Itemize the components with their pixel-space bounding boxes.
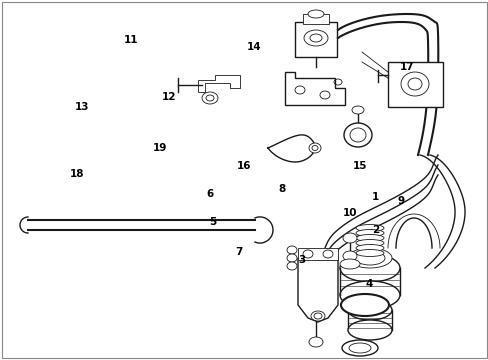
Bar [387, 62, 442, 107]
Ellipse shape [307, 10, 324, 18]
Ellipse shape [361, 246, 377, 254]
Text: 17: 17 [399, 62, 413, 72]
Ellipse shape [308, 337, 323, 347]
Ellipse shape [286, 246, 296, 254]
Ellipse shape [343, 123, 371, 147]
Text: 19: 19 [153, 143, 167, 153]
Bar [294, 22, 336, 57]
Polygon shape [285, 72, 345, 105]
Text: 14: 14 [246, 42, 261, 52]
Text: 6: 6 [206, 189, 213, 199]
Text: 2: 2 [371, 225, 378, 235]
Text: 7: 7 [234, 247, 242, 257]
Text: 11: 11 [123, 35, 138, 45]
Ellipse shape [202, 92, 218, 104]
Ellipse shape [342, 251, 356, 261]
Ellipse shape [339, 281, 399, 309]
Ellipse shape [286, 262, 296, 270]
Text: 5: 5 [209, 217, 216, 228]
Ellipse shape [347, 300, 391, 320]
Text: 15: 15 [352, 161, 366, 171]
Ellipse shape [355, 239, 383, 247]
Ellipse shape [340, 294, 388, 316]
Polygon shape [198, 75, 240, 92]
Text: 8: 8 [278, 184, 285, 194]
Ellipse shape [308, 143, 320, 153]
Text: 9: 9 [397, 196, 404, 206]
Text: 10: 10 [342, 208, 356, 218]
Bar [297, 248, 337, 260]
Ellipse shape [339, 254, 399, 282]
Ellipse shape [355, 225, 383, 231]
Polygon shape [297, 258, 337, 322]
Ellipse shape [304, 30, 327, 46]
Ellipse shape [355, 230, 383, 237]
Text: 13: 13 [75, 102, 89, 112]
Ellipse shape [341, 340, 377, 356]
Text: 18: 18 [70, 168, 84, 179]
Ellipse shape [310, 311, 325, 321]
Text: 12: 12 [161, 92, 176, 102]
Ellipse shape [342, 233, 356, 243]
Ellipse shape [351, 106, 363, 114]
Ellipse shape [339, 259, 359, 269]
Ellipse shape [286, 254, 296, 262]
Ellipse shape [347, 248, 391, 268]
Text: 16: 16 [237, 161, 251, 171]
Ellipse shape [347, 320, 391, 340]
Bar [303, 14, 328, 24]
Text: 1: 1 [371, 192, 378, 202]
Ellipse shape [355, 249, 383, 257]
Ellipse shape [355, 244, 383, 252]
Text: 3: 3 [298, 255, 305, 265]
Text: 4: 4 [365, 279, 373, 289]
Ellipse shape [355, 234, 383, 242]
